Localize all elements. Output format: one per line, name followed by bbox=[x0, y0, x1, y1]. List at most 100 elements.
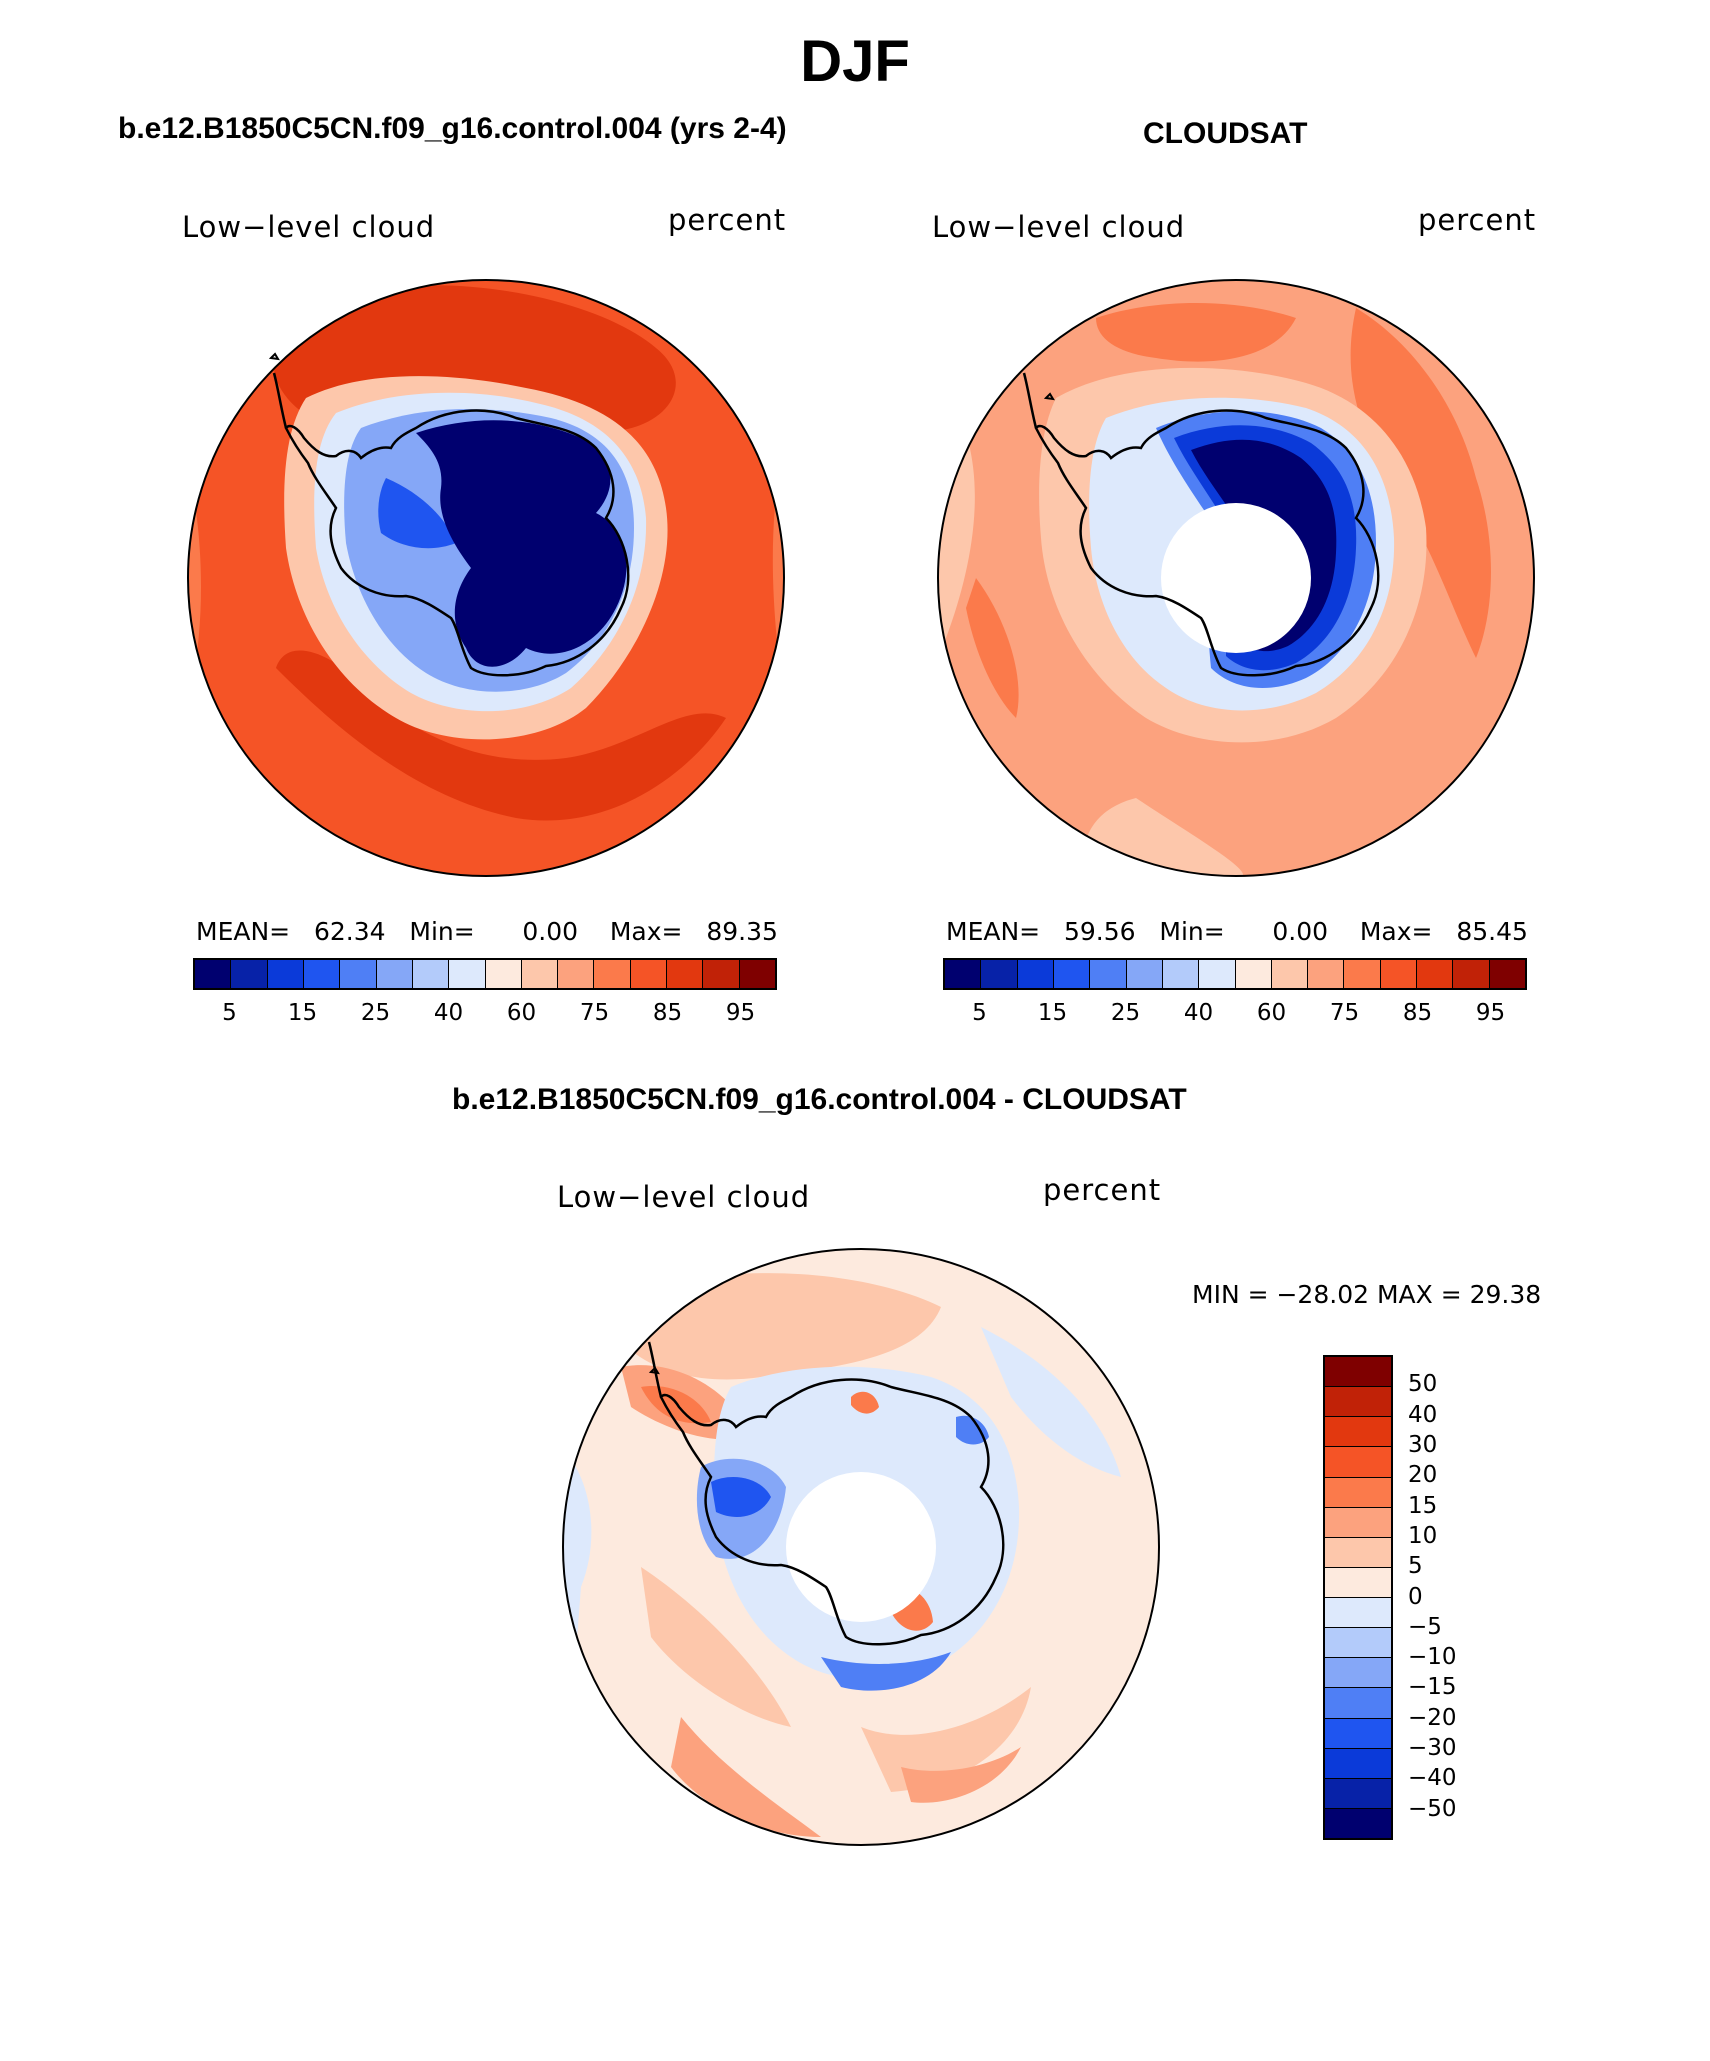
panel-3-colorbar-swatch bbox=[1325, 1808, 1391, 1838]
panel-1-colorbar bbox=[193, 958, 777, 990]
panel-1-variable-label: Low−level cloud bbox=[182, 210, 436, 244]
panel-1-colorbar-swatch bbox=[630, 960, 668, 988]
panel-2-colorbar-tick-label: 60 bbox=[1256, 1000, 1287, 1026]
panel-2-max-label: Max= bbox=[1359, 917, 1433, 946]
panel-3-colorbar-swatch bbox=[1325, 1778, 1391, 1809]
panel-3-map-svg bbox=[562, 1248, 1160, 1846]
panel-1-colorbar-swatch bbox=[739, 960, 775, 988]
panel-3-colorbar-swatch bbox=[1325, 1357, 1391, 1388]
panel-3-colorbar-swatch bbox=[1325, 1387, 1391, 1418]
panel-1-colorbar-tick-label: 75 bbox=[579, 1000, 610, 1026]
panel-2-colorbar-tick-label: 75 bbox=[1329, 1000, 1360, 1026]
panel-1-colorbar-tick-label: 25 bbox=[360, 1000, 391, 1026]
panel-1-max-label: Max= bbox=[609, 917, 683, 946]
panel-2-colorbar-swatch bbox=[1453, 960, 1490, 988]
panel-2-colorbar bbox=[943, 958, 1527, 990]
panel-2-colorbar-swatch bbox=[1271, 960, 1309, 988]
panel-1-mean-label: MEAN= bbox=[196, 917, 291, 946]
panel-1-colorbar-swatch bbox=[231, 960, 268, 988]
panel-3-colorbar-tick-label: −30 bbox=[1408, 1735, 1457, 1762]
panel-1-min-value: 0.00 bbox=[522, 917, 579, 946]
panel-1-title: b.e12.B1850C5CN.f09_g16.control.004 (yrs… bbox=[118, 112, 787, 145]
panel-2-colorbar-swatch bbox=[1162, 960, 1200, 988]
panel-3-colorbar-swatch bbox=[1325, 1417, 1391, 1448]
panel-1-colorbar-swatch bbox=[267, 960, 304, 988]
panel-2-colorbar-swatch bbox=[1126, 960, 1163, 988]
panel-1-min-label: Min= bbox=[409, 917, 475, 946]
panel-3-colorbar-tick-label: 10 bbox=[1408, 1522, 1438, 1549]
panel-1-colorbar-swatch bbox=[521, 960, 559, 988]
panel-2-colorbar-tick-label: 5 bbox=[972, 1000, 987, 1026]
panel-2-map-svg bbox=[937, 279, 1535, 877]
panel-1-units-label: percent bbox=[668, 203, 787, 237]
panel-1-map-svg bbox=[187, 279, 785, 877]
panel-2-colorbar-ticks: 5 15 25 40 60 75 85 95 bbox=[943, 1000, 1527, 1030]
panel-1-colorbar-swatch bbox=[703, 960, 740, 988]
panel-2-colorbar-swatch bbox=[981, 960, 1018, 988]
panel-2-colorbar-swatch bbox=[1489, 960, 1525, 988]
panel-2-colorbar-swatch bbox=[1090, 960, 1127, 988]
panel-2-colorbar-tick-label: 25 bbox=[1110, 1000, 1141, 1026]
panel-3-variable-label: Low−level cloud bbox=[557, 1180, 811, 1214]
panel-3-colorbar-swatch bbox=[1325, 1537, 1391, 1568]
panel-3-colorbar-tick-label: 0 bbox=[1408, 1583, 1423, 1610]
panel-3-colorbar-swatch bbox=[1325, 1507, 1391, 1538]
panel-3-title: b.e12.B1850C5CN.f09_g16.control.004 - CL… bbox=[452, 1083, 1187, 1116]
panel-1-colorbar-swatch bbox=[195, 960, 232, 988]
panel-2-colorbar-tick-label: 95 bbox=[1475, 1000, 1506, 1026]
panel-2-stats: MEAN= 59.56 Min= 0.00 Max= 85.45 bbox=[946, 917, 1528, 946]
panel-3-colorbar-swatch bbox=[1325, 1477, 1391, 1508]
panel-1-colorbar-tick-label: 60 bbox=[506, 1000, 537, 1026]
panel-1-colorbar-swatch bbox=[485, 960, 522, 988]
panel-3-colorbar-tick-label: 50 bbox=[1408, 1371, 1438, 1398]
panel-2-min-label: Min= bbox=[1159, 917, 1225, 946]
panel-1-colorbar-swatch bbox=[667, 960, 704, 988]
panel-1-colorbar-swatch bbox=[558, 960, 595, 988]
panel-3-colorbar bbox=[1323, 1355, 1393, 1840]
panel-2-mean-value: 59.56 bbox=[1063, 917, 1136, 946]
panel-1-colorbar-tick-label: 15 bbox=[287, 1000, 318, 1026]
panel-3-colorbar-swatch bbox=[1325, 1628, 1391, 1659]
page-title: DJF bbox=[800, 29, 910, 94]
panel-1-colorbar-tick-label: 5 bbox=[222, 1000, 237, 1026]
panel-2-map bbox=[936, 278, 1536, 878]
panel-2-colorbar-swatch bbox=[1344, 960, 1381, 988]
panel-3-colorbar-swatch bbox=[1325, 1567, 1391, 1598]
panel-3-colorbar-swatch bbox=[1325, 1658, 1391, 1689]
panel-1-map bbox=[186, 278, 786, 878]
panel-2-colorbar-tick-label: 85 bbox=[1402, 1000, 1433, 1026]
panel-2-title: CLOUDSAT bbox=[1143, 117, 1308, 150]
panel-2-colorbar-tick-label: 40 bbox=[1183, 1000, 1214, 1026]
panel-3-colorbar-tick-label: 40 bbox=[1408, 1401, 1438, 1428]
panel-3-colorbar-swatch bbox=[1325, 1447, 1391, 1478]
panel-3-colorbar-tick-label: −40 bbox=[1408, 1765, 1457, 1792]
panel-2-mean-label: MEAN= bbox=[946, 917, 1041, 946]
panel-3-colorbar-tick-label: −50 bbox=[1408, 1795, 1457, 1822]
panel-3-map bbox=[561, 1247, 1161, 1847]
panel-3-colorbar-swatch bbox=[1325, 1718, 1391, 1749]
panel-3-minmax: MIN = −28.02 MAX = 29.38 bbox=[1192, 1280, 1542, 1309]
panel-3-colorbar-tick-label: 15 bbox=[1408, 1492, 1438, 1519]
panel-3-colorbar-tick-label: 30 bbox=[1408, 1431, 1438, 1458]
panel-1-colorbar-swatch bbox=[303, 960, 341, 988]
panel-1-colorbar-swatch bbox=[412, 960, 450, 988]
panel-3-colorbar-swatch bbox=[1325, 1688, 1391, 1719]
panel-2-variable-label: Low−level cloud bbox=[932, 210, 1186, 244]
panel-3-colorbar-tick-label: −20 bbox=[1408, 1704, 1457, 1731]
panel-3-colorbar-swatch bbox=[1325, 1598, 1391, 1629]
panel-2-min-value: 0.00 bbox=[1272, 917, 1329, 946]
panel-1-colorbar-swatch bbox=[594, 960, 631, 988]
panel-2-colorbar-swatch bbox=[1017, 960, 1054, 988]
panel-3-colorbar-ticks: 50 40 30 20 15 10 5 0 −5 −10 −15 −20 −30 −40 −50 bbox=[1408, 1355, 1498, 1840]
panel-1-colorbar-tick-label: 85 bbox=[652, 1000, 683, 1026]
panel-2-units-label: percent bbox=[1418, 203, 1537, 237]
panel-1-colorbar-swatch bbox=[340, 960, 377, 988]
panel-3-colorbar-swatch bbox=[1325, 1748, 1391, 1779]
panel-1-colorbar-swatch bbox=[376, 960, 413, 988]
panel-2-colorbar-swatch bbox=[1417, 960, 1454, 988]
panel-2-colorbar-swatch bbox=[1053, 960, 1091, 988]
panel-1-mean-value: 62.34 bbox=[313, 917, 386, 946]
panel-2-colorbar-swatch bbox=[1235, 960, 1272, 988]
panel-1-stats: MEAN= 62.34 Min= 0.00 Max= 89.35 bbox=[196, 917, 778, 946]
panel-2-colorbar-swatch bbox=[1308, 960, 1345, 988]
